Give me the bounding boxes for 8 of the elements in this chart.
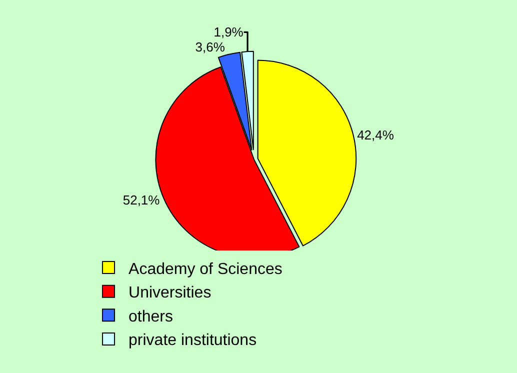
data-label: 1,9% (214, 24, 244, 40)
data-label: 42,4% (357, 127, 394, 142)
legend-label: Academy of Sciences (128, 260, 282, 278)
data-label: 3,6% (195, 40, 226, 55)
legend-label: Universities (128, 284, 212, 302)
data-label: 52,1% (122, 192, 160, 208)
legend-label: others (128, 308, 173, 326)
legend-label: private institutions (128, 332, 257, 350)
